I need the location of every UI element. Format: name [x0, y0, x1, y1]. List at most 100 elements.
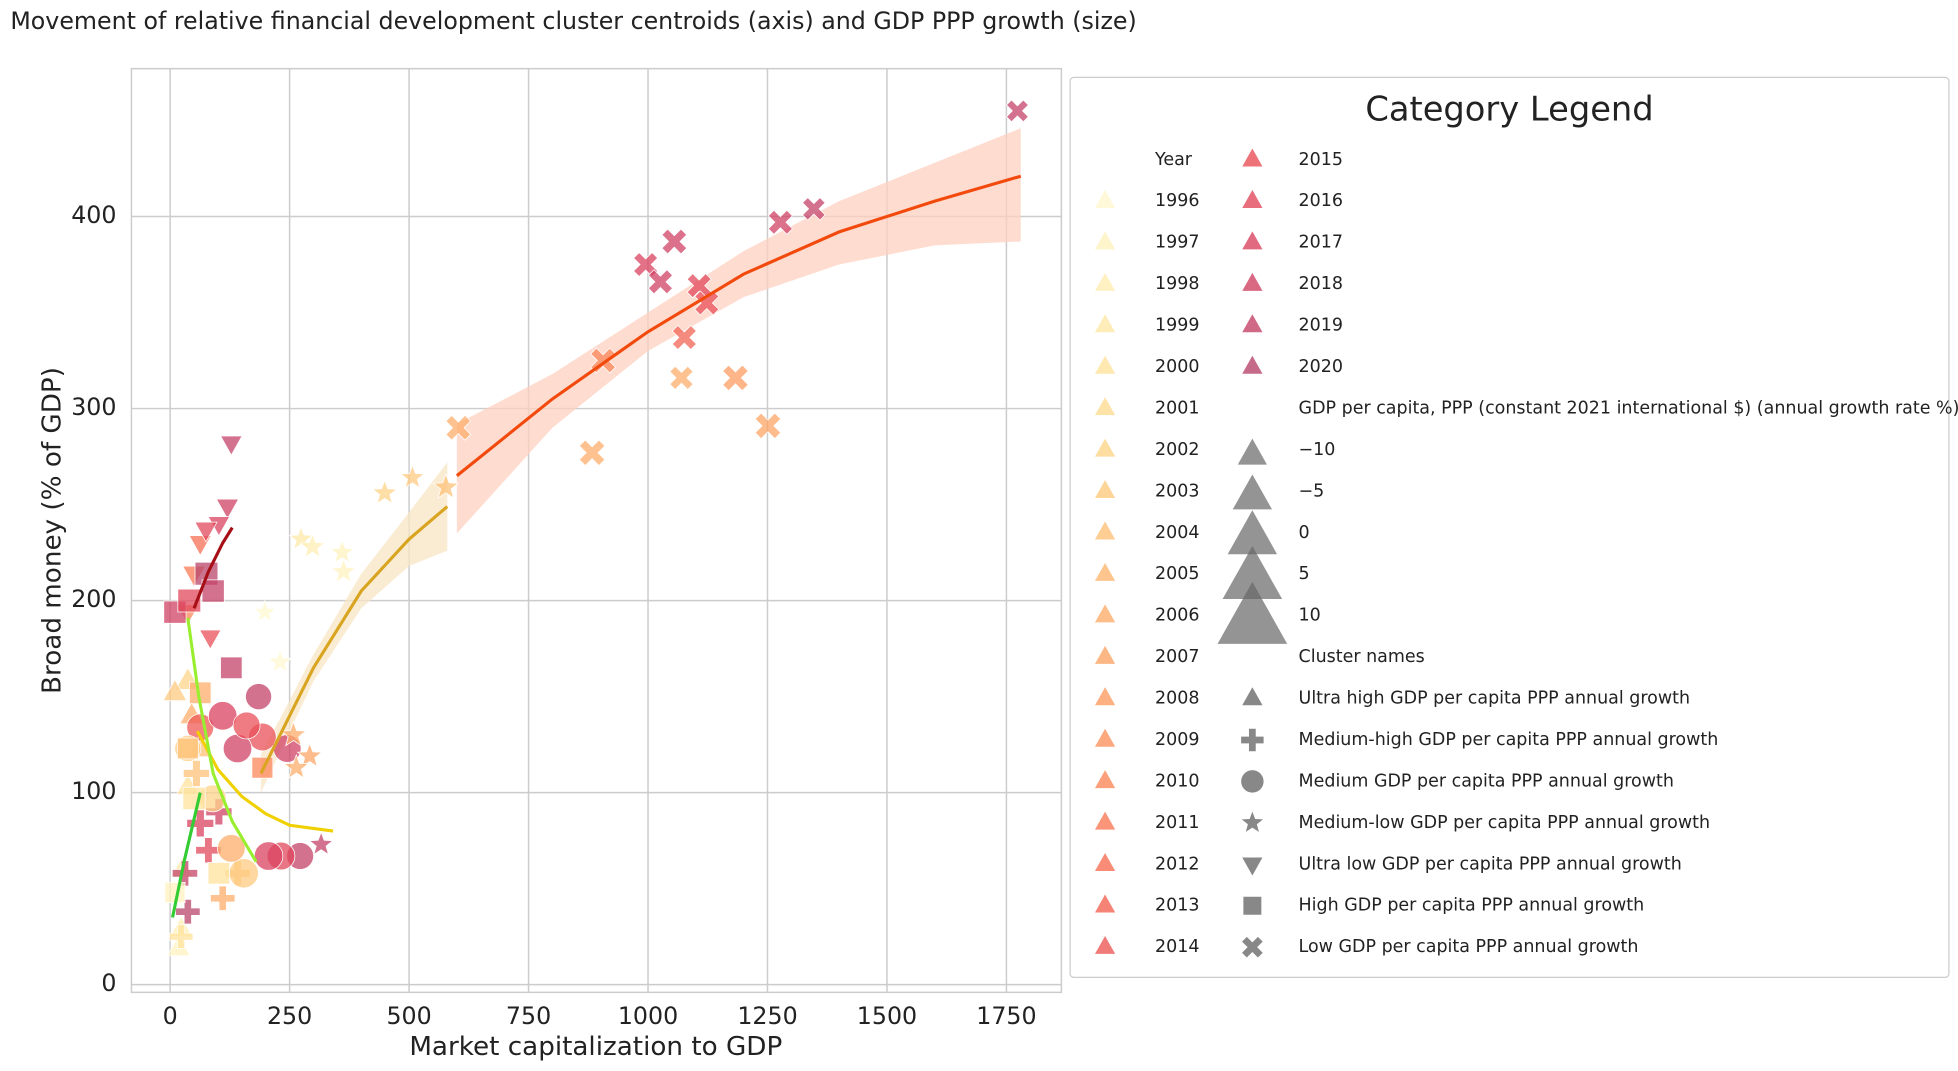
point [445, 414, 472, 441]
legend-label: 5 [1299, 564, 1310, 584]
confidence-band [260, 462, 448, 793]
legend-marker [1094, 935, 1116, 954]
legend-label: 2010 [1155, 771, 1199, 791]
legend-size-marker [1232, 474, 1273, 510]
legend-label: 1996 [1155, 191, 1199, 211]
legend-label: 2005 [1155, 564, 1199, 584]
legend-marker [1242, 355, 1263, 374]
legend-label: −10 [1299, 440, 1336, 460]
legend-marker [1242, 148, 1263, 167]
point [189, 681, 212, 704]
point [661, 228, 688, 255]
legend-marker [1243, 896, 1262, 915]
y-tick-label: 400 [71, 201, 116, 229]
fit-line [171, 792, 202, 918]
point [198, 629, 222, 650]
point [182, 759, 210, 787]
point [647, 269, 674, 295]
point [201, 579, 225, 603]
legend-label: Medium-high GDP per capita PPP annual gr… [1299, 730, 1719, 750]
legend-label: 2008 [1155, 689, 1199, 709]
legend-marker [1241, 811, 1264, 832]
point [217, 834, 246, 863]
x-tick-label: 250 [267, 1002, 312, 1030]
point [210, 885, 236, 911]
point [329, 539, 355, 564]
legend-label: −5 [1299, 481, 1325, 501]
legend-marker [1242, 936, 1263, 958]
legend-marker [1094, 811, 1116, 830]
point [228, 858, 259, 889]
legend-marker [1094, 562, 1116, 581]
x-tick-label: 1500 [857, 1002, 917, 1030]
point [252, 599, 277, 623]
legend-label: Ultra low GDP per capita PPP annual grow… [1299, 854, 1682, 874]
legend-label: 2011 [1155, 813, 1199, 833]
legend-size-marker [1227, 510, 1278, 555]
point [171, 860, 199, 887]
legend-label: High GDP per capita PPP annual growth [1299, 896, 1645, 916]
fit-line [455, 174, 1022, 477]
point [253, 841, 284, 871]
point [219, 435, 243, 456]
point [220, 656, 243, 679]
legend-label: 2007 [1155, 647, 1199, 667]
legend-label: Medium-low GDP per capita PPP annual gro… [1299, 813, 1711, 833]
chart-title: Movement of relative financial developme… [10, 7, 1136, 35]
legend-marker [1094, 853, 1116, 872]
legend-label: 2020 [1299, 357, 1343, 377]
legend-label: 2002 [1155, 440, 1199, 460]
legend-label: 2003 [1155, 481, 1199, 501]
legend-marker [1094, 645, 1116, 664]
point [669, 365, 694, 391]
point [215, 498, 240, 520]
point [671, 324, 697, 351]
x-tick-label: 500 [386, 1002, 431, 1030]
point [208, 701, 238, 731]
fit-line [192, 526, 234, 609]
legend-marker [1241, 728, 1264, 752]
legend-label: 2012 [1155, 854, 1199, 874]
point [722, 364, 749, 392]
point [288, 525, 314, 550]
point [283, 753, 310, 779]
legend-label: 1998 [1155, 274, 1199, 294]
point [194, 521, 218, 543]
point [296, 742, 323, 768]
x-tick-label: 0 [163, 1002, 178, 1030]
x-axis-label: Market capitalization to GDP [409, 1032, 782, 1062]
legend-label: 2018 [1299, 274, 1343, 294]
legend-marker [1242, 314, 1263, 333]
point [245, 683, 273, 711]
fit-line [196, 730, 334, 833]
x-tick-label: 1000 [618, 1002, 678, 1030]
point [176, 737, 199, 760]
legend-marker [1094, 894, 1116, 913]
legend-marker [1242, 231, 1263, 250]
x-tick-label: 1250 [737, 1002, 797, 1030]
point [767, 209, 793, 235]
point [267, 649, 293, 673]
legend-label: 2016 [1299, 191, 1343, 211]
point [222, 733, 253, 764]
fit-line [186, 617, 258, 863]
legend-marker [1242, 189, 1263, 208]
legend-marker [1094, 231, 1116, 250]
confidence-band [456, 128, 1021, 534]
legend-label: 2017 [1299, 233, 1343, 253]
legend-heading: GDP per capita, PPP (constant 2021 inter… [1299, 398, 1958, 418]
legend-marker [1242, 687, 1263, 706]
x-tick-label: 750 [506, 1002, 551, 1030]
y-tick-label: 100 [71, 777, 116, 805]
legend-marker [1094, 397, 1116, 416]
legend-marker [1094, 687, 1116, 706]
legend-label: 2014 [1155, 937, 1199, 957]
fit-line [259, 505, 449, 775]
legend-marker [1094, 728, 1116, 747]
point [330, 558, 357, 583]
legend-label: 2009 [1155, 730, 1199, 750]
legend-label: Low GDP per capita PPP annual growth [1299, 937, 1639, 957]
legend-label: Medium GDP per capita PPP annual growth [1299, 771, 1674, 791]
legend-size-marker [1237, 438, 1267, 465]
